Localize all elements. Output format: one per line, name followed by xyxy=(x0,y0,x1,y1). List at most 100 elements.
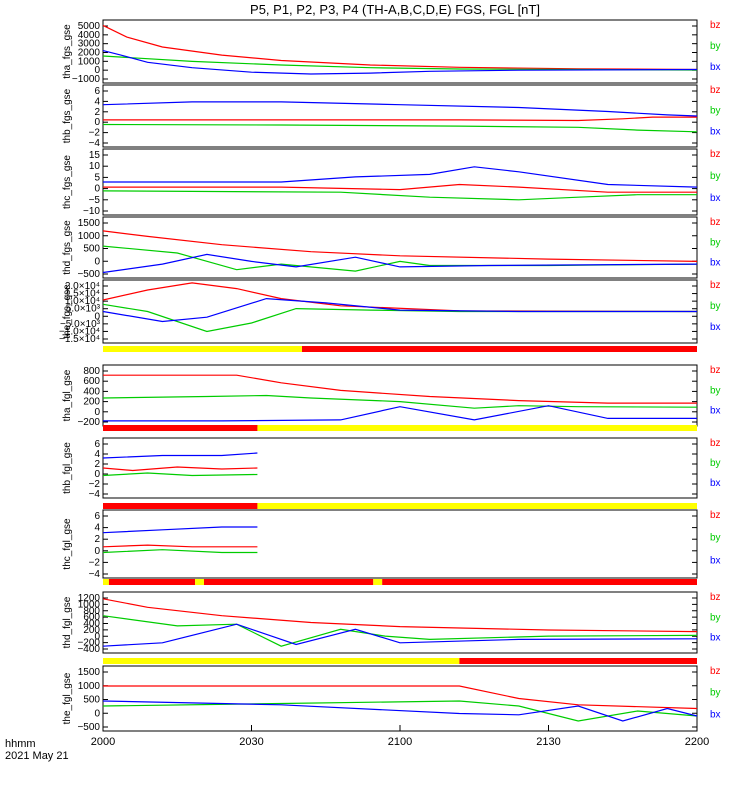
legend-bx: bx xyxy=(710,633,721,644)
legend-bx: bx xyxy=(710,258,721,269)
legend-bz: bz xyxy=(710,20,721,31)
y-axis-label: the_fgs_gse xyxy=(62,284,73,339)
legend-bz: bz xyxy=(710,510,721,521)
legend-by: by xyxy=(710,171,721,182)
legend-bx: bx xyxy=(710,478,721,489)
series-line-by xyxy=(102,55,698,71)
y-tick-label: −2 xyxy=(89,479,101,490)
series-line-bx xyxy=(102,101,698,117)
y-axis-label: tha_fgs_gse xyxy=(62,24,73,79)
status-bar-segment xyxy=(108,579,196,585)
series-line-bx xyxy=(102,253,698,274)
panels-group: tha_fgs_gse 500040003000200010000−1000bzb… xyxy=(59,19,721,733)
legend-by: by xyxy=(710,688,721,699)
series-line-bz xyxy=(102,598,698,633)
legend-by: by xyxy=(710,612,721,623)
y-axis-label: thc_fgl_gse xyxy=(62,518,73,570)
panel-the_fgs_gse: the_fgs_gse2.0×10⁴1.5×10⁴1.0×10⁴5.0×10³0… xyxy=(59,279,721,345)
y-tick-label: 6 xyxy=(94,511,100,522)
y-tick-label: −200 xyxy=(77,638,100,649)
y-tick-label: 5000 xyxy=(78,21,101,32)
y-tick-label: −4 xyxy=(89,489,101,500)
y-tick-label: 6 xyxy=(94,86,100,97)
y-tick-label: 2 xyxy=(94,534,100,545)
status-bar-segment xyxy=(382,579,697,585)
y-tick-label: 600 xyxy=(83,612,100,623)
y-tick-label: −5.0×10³ xyxy=(60,319,101,330)
y-tick-label: 200 xyxy=(83,397,100,408)
legend-bx: bx xyxy=(710,406,721,417)
y-tick-label: −4 xyxy=(89,138,101,149)
y-tick-label: 1000 xyxy=(78,681,101,692)
legend-bx: bx xyxy=(710,126,721,137)
status-bar-segment xyxy=(103,579,109,585)
y-tick-label: 3000 xyxy=(78,39,101,50)
status-bar-segment xyxy=(195,579,204,585)
status-bar-segment xyxy=(103,503,258,509)
series-line-bx xyxy=(102,297,697,323)
x-tick-label: 2030 xyxy=(239,736,263,748)
panel-thd_fgl_gse: thd_fgl_gse 120010008006004002000−200−400… xyxy=(62,591,721,655)
series-line-by xyxy=(102,190,697,201)
y-tick-label: 0 xyxy=(94,546,100,557)
y-tick-label: −500 xyxy=(77,722,100,733)
y-tick-label: 0 xyxy=(94,65,100,76)
y-tick-label: 0 xyxy=(94,311,100,322)
series-line-bz xyxy=(102,24,698,71)
y-tick-label: 200 xyxy=(83,625,100,636)
series-line-bx xyxy=(102,452,258,459)
y-axis-label: thb_fgs_gse xyxy=(62,88,73,143)
series-line-bz xyxy=(103,685,698,710)
y-tick-label: −1.0×10⁴ xyxy=(59,326,100,337)
y-axis-label: thd_fgs_gse xyxy=(62,220,73,275)
y-tick-label: 400 xyxy=(83,619,100,630)
panel-frame xyxy=(102,216,698,279)
y-tick-label: 800 xyxy=(83,606,100,617)
series-line-bz xyxy=(102,466,258,472)
series-line-bx xyxy=(102,50,698,75)
y-tick-label: 0 xyxy=(94,117,100,128)
y-tick-label: 500 xyxy=(83,244,100,255)
y-tick-label: 0 xyxy=(94,708,100,719)
series-line-bz xyxy=(102,544,258,548)
legend-bz: bz xyxy=(710,592,721,603)
panel-frame xyxy=(102,509,698,579)
status-bar-segment xyxy=(459,658,697,664)
y-tick-label: −2 xyxy=(89,557,101,568)
y-tick-label: 0 xyxy=(94,184,100,195)
y-tick-label: 0 xyxy=(94,631,100,642)
panel-frame xyxy=(102,19,698,84)
legend-bx: bx xyxy=(710,193,721,204)
y-tick-label: 4 xyxy=(94,523,100,534)
y-axis-label: thc_fgs_gse xyxy=(62,155,73,209)
y-tick-label: 2.0×10⁴ xyxy=(65,281,100,292)
legend-by: by xyxy=(710,237,721,248)
legend-bx: bx xyxy=(710,322,721,333)
date-label: 2021 May 21 xyxy=(5,750,69,762)
plot-title: P5, P1, P2, P3, P4 (TH-A,B,C,D,E) FGS, F… xyxy=(250,2,540,17)
legend-bz: bz xyxy=(710,85,721,96)
legend-bz: bz xyxy=(710,217,721,228)
y-tick-label: 5 xyxy=(94,172,100,183)
series-line-bx xyxy=(103,166,698,188)
series-line-by xyxy=(102,549,258,554)
series-line-by xyxy=(102,303,697,333)
y-tick-label: 1000 xyxy=(78,56,101,67)
legend-bz: bz xyxy=(710,149,721,160)
series-line-bz xyxy=(102,230,698,262)
y-tick-label: 1000 xyxy=(78,231,101,242)
y-axis-label: thd_fgl_gse xyxy=(62,596,73,648)
y-tick-label: 2000 xyxy=(78,48,101,59)
status-bar-segment xyxy=(103,425,258,431)
y-tick-label: −500 xyxy=(77,269,100,280)
series-line-bz xyxy=(103,374,697,404)
series-line-bx xyxy=(102,623,698,647)
hhmm-label: hhmm xyxy=(5,738,36,750)
series-line-by xyxy=(102,472,258,477)
y-tick-label: −2 xyxy=(89,128,101,139)
panel-frame xyxy=(102,591,698,654)
